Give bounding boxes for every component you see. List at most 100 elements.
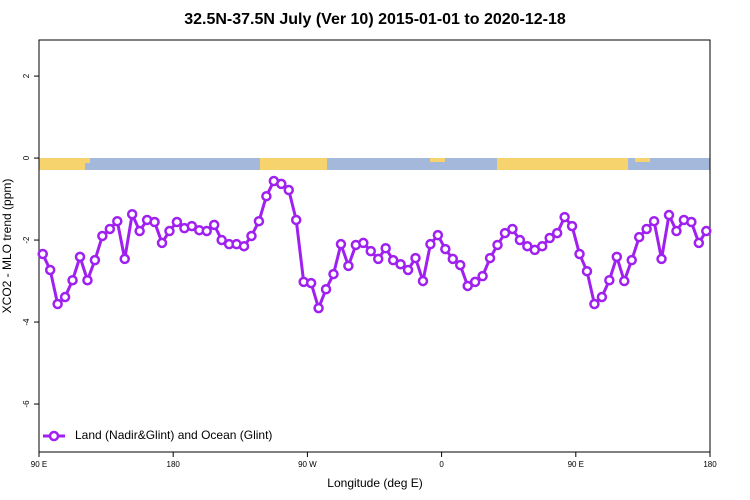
land-strip (635, 158, 650, 162)
data-point (119, 253, 130, 265)
y-tick-label: -2 (22, 236, 31, 244)
x-tick-label: 0 (439, 460, 444, 469)
legend-label: Land (Nadir&Glint) and Ocean (Glint) (75, 428, 272, 442)
land-strip (430, 158, 445, 162)
data-point (514, 234, 526, 246)
data-point (246, 230, 257, 242)
data-point (37, 248, 48, 260)
data-point (589, 298, 600, 310)
data-point (253, 215, 265, 227)
data-point (59, 291, 71, 303)
data-point (559, 211, 570, 223)
data-point (313, 302, 324, 314)
data-point (216, 234, 227, 246)
x-axis-label: Longitude (deg E) (327, 476, 422, 490)
data-point (402, 264, 414, 276)
data-point (440, 243, 451, 255)
data-point (447, 253, 459, 265)
data-point (462, 280, 473, 292)
plot-frame (38, 39, 711, 453)
x-tick-label: 90 W (298, 460, 317, 469)
x-tick-label: 90 E (568, 460, 584, 469)
data-point (156, 237, 168, 249)
data-point (335, 238, 347, 250)
data-point (507, 223, 518, 235)
x-tick-label: 90 E (31, 460, 47, 469)
data-point (112, 215, 123, 227)
data-point (701, 225, 712, 237)
data-point (551, 227, 563, 239)
data-point (477, 270, 488, 282)
y-tick-label: -4 (22, 318, 31, 326)
data-point (171, 216, 183, 228)
data-point (380, 243, 391, 254)
data-point (454, 259, 466, 271)
data-point (387, 254, 399, 266)
data-point (484, 252, 496, 264)
data-point (164, 225, 175, 237)
y-tick-label: -6 (22, 400, 31, 408)
data-point (417, 275, 429, 287)
data-point (82, 274, 93, 286)
data-point (328, 268, 339, 280)
data-point (67, 274, 78, 286)
data-point (611, 251, 623, 263)
data-point (126, 208, 138, 220)
data-point (305, 277, 317, 289)
data-point (186, 220, 198, 232)
legend-marker (48, 430, 60, 442)
data-point (671, 225, 682, 237)
data-point (208, 219, 220, 231)
land-strip (260, 158, 327, 170)
chart-title: 32.5N-37.5N July (Ver 10) 2015-01-01 to … (184, 11, 566, 28)
data-point (74, 251, 86, 263)
data-point (686, 216, 697, 228)
land-strip (39, 158, 85, 170)
data-point (432, 229, 444, 241)
data-point (596, 291, 608, 303)
data-point (149, 216, 160, 228)
data-point (469, 276, 481, 288)
data-point (499, 227, 511, 239)
data-point (693, 237, 705, 249)
data-point (261, 190, 272, 202)
data-point (492, 239, 503, 251)
data-point (201, 225, 212, 237)
data-point (395, 258, 406, 270)
y-axis-label: XCO2 - MLO trend (ppm) (0, 179, 14, 314)
y-tick-label: 2 (22, 73, 31, 78)
data-point (134, 225, 145, 237)
land-ocean-strip (39, 158, 710, 170)
data-point (358, 237, 369, 249)
data-point (574, 248, 585, 260)
data-point (537, 240, 548, 252)
data-point (343, 260, 354, 272)
data-point (633, 231, 645, 243)
data-point (656, 253, 667, 265)
data-point (276, 178, 287, 190)
data-point (544, 232, 555, 244)
data-point (410, 252, 421, 264)
data-point (604, 274, 615, 286)
data-point (283, 184, 295, 196)
x-tick-label: 180 (167, 460, 181, 469)
data-point (626, 254, 637, 266)
data-point (104, 223, 116, 235)
data-point (290, 214, 302, 226)
land-strip (497, 158, 628, 170)
data-point (372, 253, 384, 265)
x-tick-label: 180 (703, 460, 717, 469)
data-point (52, 298, 63, 310)
land-strip (85, 158, 90, 163)
data-point (238, 240, 250, 252)
data-point (89, 254, 101, 266)
data-point (648, 215, 660, 227)
data-point (425, 238, 436, 250)
data-point (365, 245, 377, 257)
data-point (581, 265, 593, 277)
data-point (320, 283, 332, 295)
data-point (566, 220, 578, 232)
data-point (97, 230, 108, 242)
data-point (641, 223, 652, 235)
